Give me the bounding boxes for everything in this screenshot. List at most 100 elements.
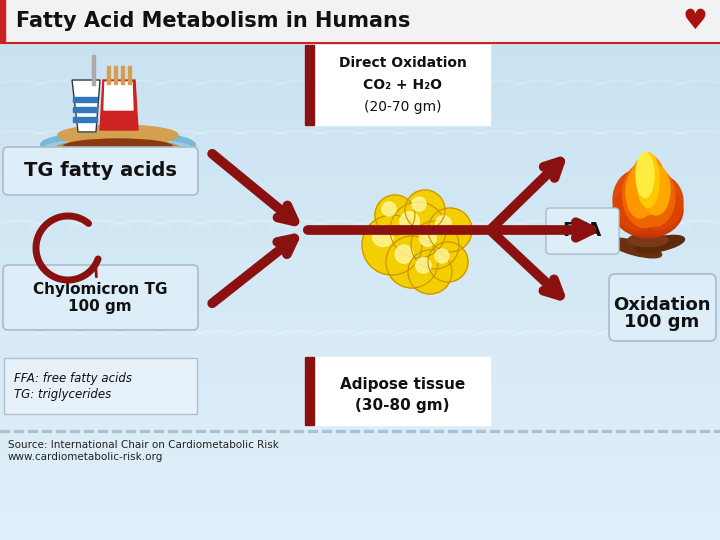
Circle shape: [419, 230, 436, 246]
Bar: [0, 386, 720, 396]
Bar: [658, 430, 667, 432]
Bar: [406, 430, 415, 432]
Text: CO₂ + H₂O: CO₂ + H₂O: [363, 78, 442, 92]
Ellipse shape: [623, 163, 667, 227]
Bar: [305, 45, 314, 125]
Bar: [238, 430, 247, 432]
Bar: [0, 431, 720, 441]
Bar: [0, 395, 720, 405]
Ellipse shape: [44, 139, 192, 157]
Text: Adipose tissue: Adipose tissue: [340, 377, 465, 392]
Bar: [0, 44, 720, 54]
Bar: [114, 66, 117, 84]
Bar: [308, 430, 317, 432]
Bar: [305, 357, 490, 425]
FancyBboxPatch shape: [3, 147, 198, 195]
Circle shape: [375, 195, 415, 235]
Bar: [128, 66, 131, 84]
Bar: [602, 430, 611, 432]
Circle shape: [382, 202, 396, 216]
Bar: [305, 45, 490, 125]
Bar: [0, 0, 720, 9]
Bar: [28, 430, 37, 432]
Bar: [0, 341, 720, 351]
Bar: [0, 161, 720, 171]
Bar: [92, 55, 95, 85]
Bar: [0, 359, 720, 369]
Bar: [0, 80, 720, 90]
Bar: [0, 179, 720, 189]
Bar: [0, 98, 720, 108]
Bar: [700, 430, 709, 432]
Bar: [616, 430, 625, 432]
Bar: [73, 107, 97, 112]
Bar: [98, 430, 107, 432]
Text: FFA: free fatty acids: FFA: free fatty acids: [14, 372, 132, 385]
Circle shape: [372, 226, 394, 246]
Bar: [224, 430, 233, 432]
Bar: [504, 430, 513, 432]
Bar: [84, 430, 93, 432]
Circle shape: [362, 215, 422, 275]
Bar: [56, 430, 65, 432]
Bar: [0, 503, 720, 513]
Bar: [14, 430, 23, 432]
Bar: [532, 430, 541, 432]
Bar: [0, 215, 720, 225]
Ellipse shape: [636, 152, 654, 198]
Bar: [0, 494, 720, 504]
Bar: [0, 485, 720, 495]
Text: TG: triglycerides: TG: triglycerides: [14, 388, 112, 401]
Circle shape: [411, 221, 459, 269]
Text: Chylomicron TG
100 gm: Chylomicron TG 100 gm: [32, 282, 167, 314]
Polygon shape: [72, 80, 100, 132]
Bar: [154, 430, 163, 432]
Bar: [252, 430, 261, 432]
Bar: [686, 430, 695, 432]
Bar: [0, 125, 720, 135]
Bar: [0, 296, 720, 306]
Bar: [0, 188, 720, 198]
Bar: [0, 530, 720, 540]
Circle shape: [395, 245, 413, 264]
Bar: [294, 430, 303, 432]
Bar: [107, 66, 110, 84]
Ellipse shape: [637, 152, 659, 207]
Circle shape: [375, 195, 415, 235]
Bar: [0, 440, 720, 450]
Bar: [182, 430, 191, 432]
Text: ♥: ♥: [683, 7, 708, 35]
Bar: [560, 430, 569, 432]
Circle shape: [390, 202, 446, 258]
Bar: [0, 0, 720, 42]
Bar: [73, 117, 97, 122]
Bar: [0, 269, 720, 279]
Circle shape: [386, 236, 438, 288]
Bar: [0, 467, 720, 477]
Bar: [0, 251, 720, 261]
Ellipse shape: [636, 235, 685, 253]
Bar: [0, 242, 720, 252]
Bar: [92, 55, 95, 85]
Bar: [546, 430, 555, 432]
FancyBboxPatch shape: [609, 274, 716, 341]
Text: www.cardiometabolic-risk.org: www.cardiometabolic-risk.org: [8, 452, 163, 462]
Ellipse shape: [608, 238, 662, 258]
Bar: [0, 197, 720, 207]
FancyBboxPatch shape: [4, 358, 197, 414]
Bar: [0, 449, 720, 459]
Bar: [0, 71, 720, 81]
Bar: [322, 430, 331, 432]
Bar: [0, 26, 720, 36]
Bar: [0, 413, 720, 423]
Bar: [196, 430, 205, 432]
Bar: [574, 430, 583, 432]
Bar: [0, 89, 720, 99]
Text: Source: International Chair on Cardiometabolic Risk: Source: International Chair on Cardiomet…: [8, 440, 279, 450]
Bar: [0, 53, 720, 63]
Circle shape: [411, 221, 459, 269]
Bar: [434, 430, 443, 432]
Bar: [364, 430, 373, 432]
Bar: [0, 377, 720, 387]
Polygon shape: [104, 82, 133, 110]
